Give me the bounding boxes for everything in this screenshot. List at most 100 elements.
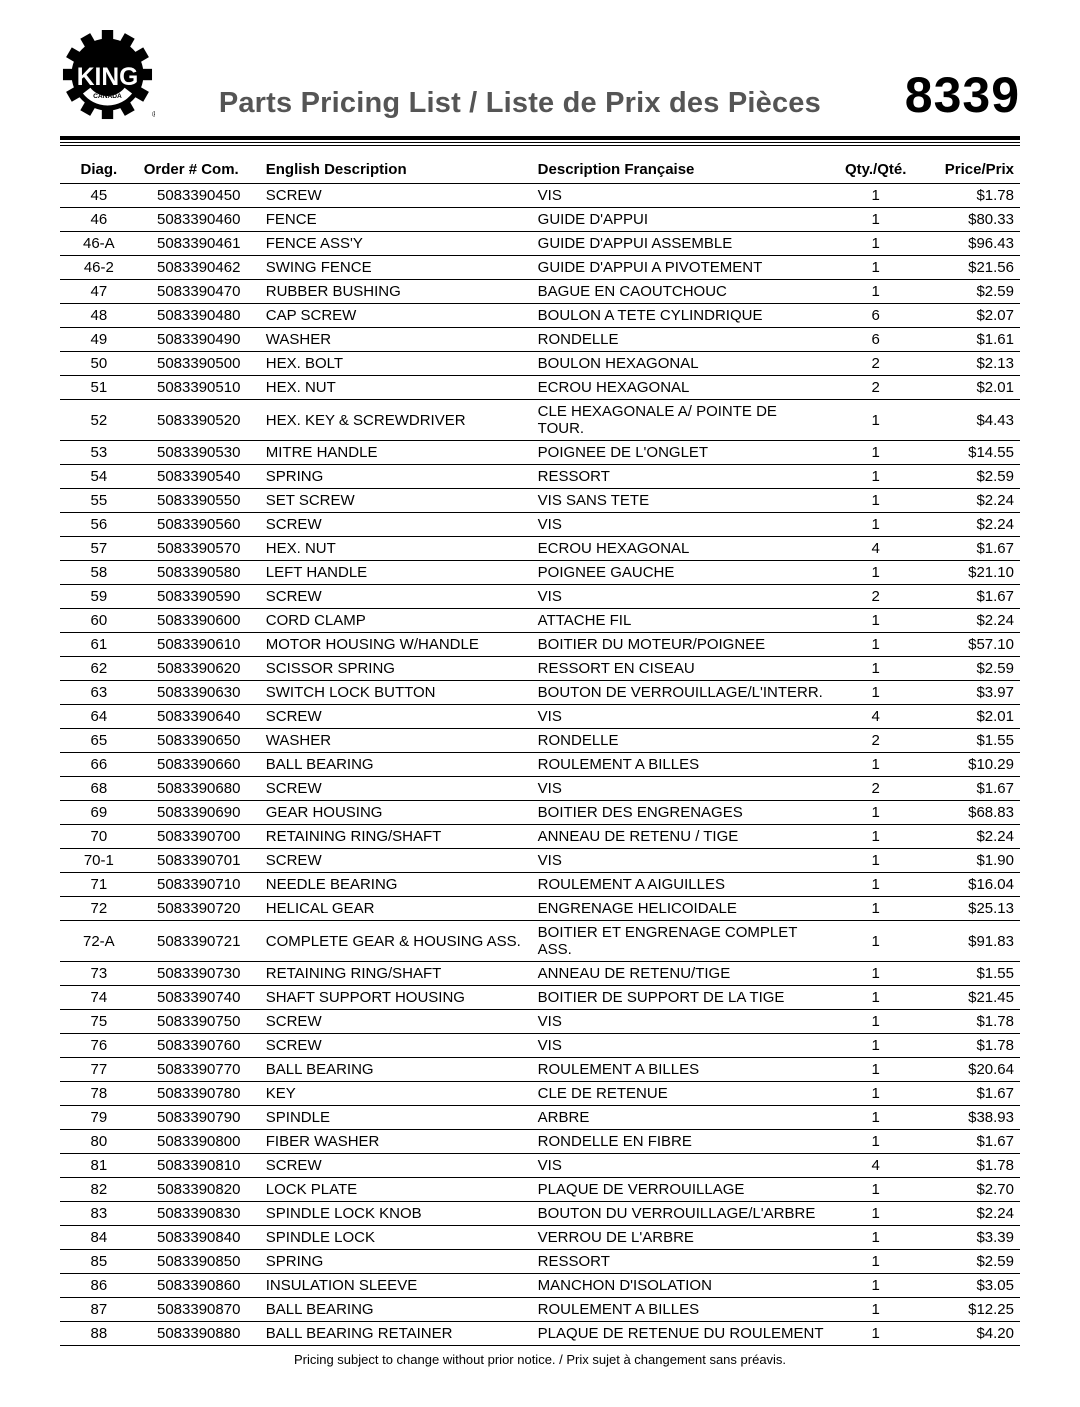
table-row: 465083390460FENCEGUIDE D'APPUI1$80.33 <box>60 208 1020 232</box>
cell-diag: 63 <box>60 681 138 705</box>
logo-text-main: KING <box>77 64 139 91</box>
table-row: 515083390510HEX. NUTECROU HEXAGONAL2$2.0… <box>60 376 1020 400</box>
cell-diag: 75 <box>60 1010 138 1034</box>
title-wrap: Parts Pricing List / Liste de Prix des P… <box>155 87 905 120</box>
cell-french: POIGNEE DE L'ONGLET <box>532 441 832 465</box>
cell-french: RESSORT <box>532 1250 832 1274</box>
cell-order: 5083390780 <box>138 1082 260 1106</box>
cell-qty: 4 <box>831 537 920 561</box>
table-row: 565083390560SCREWVIS1$2.24 <box>60 513 1020 537</box>
cell-price: $57.10 <box>920 633 1020 657</box>
table-row: 775083390770BALL BEARINGROULEMENT A BILL… <box>60 1058 1020 1082</box>
cell-price: $38.93 <box>920 1106 1020 1130</box>
cell-order: 5083390760 <box>138 1034 260 1058</box>
cell-english: RETAINING RING/SHAFT <box>260 825 532 849</box>
divider-top <box>60 136 1020 140</box>
cell-qty: 1 <box>831 1274 920 1298</box>
cell-english: SCREW <box>260 513 532 537</box>
table-row: 70-15083390701SCREWVIS1$1.90 <box>60 849 1020 873</box>
table-row: 645083390640SCREWVIS4$2.01 <box>60 705 1020 729</box>
cell-english: FIBER WASHER <box>260 1130 532 1154</box>
table-row: 525083390520HEX. KEY & SCREWDRIVERCLE HE… <box>60 400 1020 441</box>
cell-order: 5083390640 <box>138 705 260 729</box>
cell-english: RETAINING RING/SHAFT <box>260 962 532 986</box>
cell-price: $1.67 <box>920 1130 1020 1154</box>
cell-english: BALL BEARING <box>260 753 532 777</box>
cell-order: 5083390701 <box>138 849 260 873</box>
cell-order: 5083390550 <box>138 489 260 513</box>
cell-french: ANNEAU DE RETENU / TIGE <box>532 825 832 849</box>
cell-qty: 1 <box>831 1082 920 1106</box>
cell-diag: 80 <box>60 1130 138 1154</box>
table-row: 475083390470RUBBER BUSHINGBAGUE EN CAOUT… <box>60 280 1020 304</box>
cell-qty: 1 <box>831 1250 920 1274</box>
cell-order: 5083390540 <box>138 465 260 489</box>
table-row: 665083390660BALL BEARINGROULEMENT A BILL… <box>60 753 1020 777</box>
cell-diag: 74 <box>60 986 138 1010</box>
cell-price: $80.33 <box>920 208 1020 232</box>
cell-english: SCREW <box>260 1034 532 1058</box>
table-row: 785083390780KEYCLE DE RETENUE1$1.67 <box>60 1082 1020 1106</box>
cell-diag: 58 <box>60 561 138 585</box>
table-row: 545083390540SPRINGRESSORT1$2.59 <box>60 465 1020 489</box>
table-row: 535083390530MITRE HANDLEPOIGNEE DE L'ONG… <box>60 441 1020 465</box>
cell-diag: 85 <box>60 1250 138 1274</box>
table-row: 595083390590SCREWVIS2$1.67 <box>60 585 1020 609</box>
cell-english: SCISSOR SPRING <box>260 657 532 681</box>
part-number: 8339 <box>905 70 1020 120</box>
cell-order: 5083390830 <box>138 1202 260 1226</box>
cell-french: ROULEMENT A BILLES <box>532 1298 832 1322</box>
cell-price: $96.43 <box>920 232 1020 256</box>
cell-french: ECROU HEXAGONAL <box>532 376 832 400</box>
cell-diag: 46-A <box>60 232 138 256</box>
cell-diag: 50 <box>60 352 138 376</box>
col-header-qty: Qty./Qté. <box>831 156 920 184</box>
cell-price: $2.24 <box>920 489 1020 513</box>
cell-english: SCREW <box>260 849 532 873</box>
col-header-diag: Diag. <box>60 156 138 184</box>
table-row: 685083390680SCREWVIS2$1.67 <box>60 777 1020 801</box>
cell-diag: 46-2 <box>60 256 138 280</box>
cell-qty: 4 <box>831 1154 920 1178</box>
cell-price: $2.59 <box>920 657 1020 681</box>
cell-french: PLAQUE DE VERROUILLAGE <box>532 1178 832 1202</box>
cell-qty: 1 <box>831 1178 920 1202</box>
table-row: 755083390750SCREWVIS1$1.78 <box>60 1010 1020 1034</box>
cell-qty: 1 <box>831 513 920 537</box>
cell-english: SWITCH LOCK BUTTON <box>260 681 532 705</box>
cell-qty: 1 <box>831 753 920 777</box>
cell-french: BOITIER ET ENGRENAGE COMPLET ASS. <box>532 921 832 962</box>
table-row: 825083390820LOCK PLATEPLAQUE DE VERROUIL… <box>60 1178 1020 1202</box>
cell-english: WASHER <box>260 729 532 753</box>
cell-french: ANNEAU DE RETENU/TIGE <box>532 962 832 986</box>
cell-diag: 65 <box>60 729 138 753</box>
cell-english: KEY <box>260 1082 532 1106</box>
cell-qty: 1 <box>831 1226 920 1250</box>
cell-diag: 88 <box>60 1322 138 1346</box>
cell-order: 5083390520 <box>138 400 260 441</box>
table-row: 605083390600CORD CLAMPATTACHE FIL1$2.24 <box>60 609 1020 633</box>
cell-english: CORD CLAMP <box>260 609 532 633</box>
table-row: 615083390610MOTOR HOUSING W/HANDLEBOITIE… <box>60 633 1020 657</box>
cell-diag: 49 <box>60 328 138 352</box>
cell-french: MANCHON D'ISOLATION <box>532 1274 832 1298</box>
cell-diag: 87 <box>60 1298 138 1322</box>
cell-order: 5083390690 <box>138 801 260 825</box>
cell-qty: 1 <box>831 441 920 465</box>
cell-price: $2.70 <box>920 1178 1020 1202</box>
cell-price: $21.56 <box>920 256 1020 280</box>
logo-text-sub: CANADA <box>93 93 122 100</box>
cell-diag: 77 <box>60 1058 138 1082</box>
cell-price: $1.55 <box>920 729 1020 753</box>
cell-french: POIGNEE GAUCHE <box>532 561 832 585</box>
cell-diag: 64 <box>60 705 138 729</box>
cell-french: RONDELLE EN FIBRE <box>532 1130 832 1154</box>
cell-order: 5083390800 <box>138 1130 260 1154</box>
cell-diag: 84 <box>60 1226 138 1250</box>
cell-english: HEX. KEY & SCREWDRIVER <box>260 400 532 441</box>
cell-diag: 56 <box>60 513 138 537</box>
cell-price: $1.78 <box>920 184 1020 208</box>
cell-french: VERROU DE L'ARBRE <box>532 1226 832 1250</box>
cell-order: 5083390470 <box>138 280 260 304</box>
table-row: 495083390490WASHERRONDELLE6$1.61 <box>60 328 1020 352</box>
